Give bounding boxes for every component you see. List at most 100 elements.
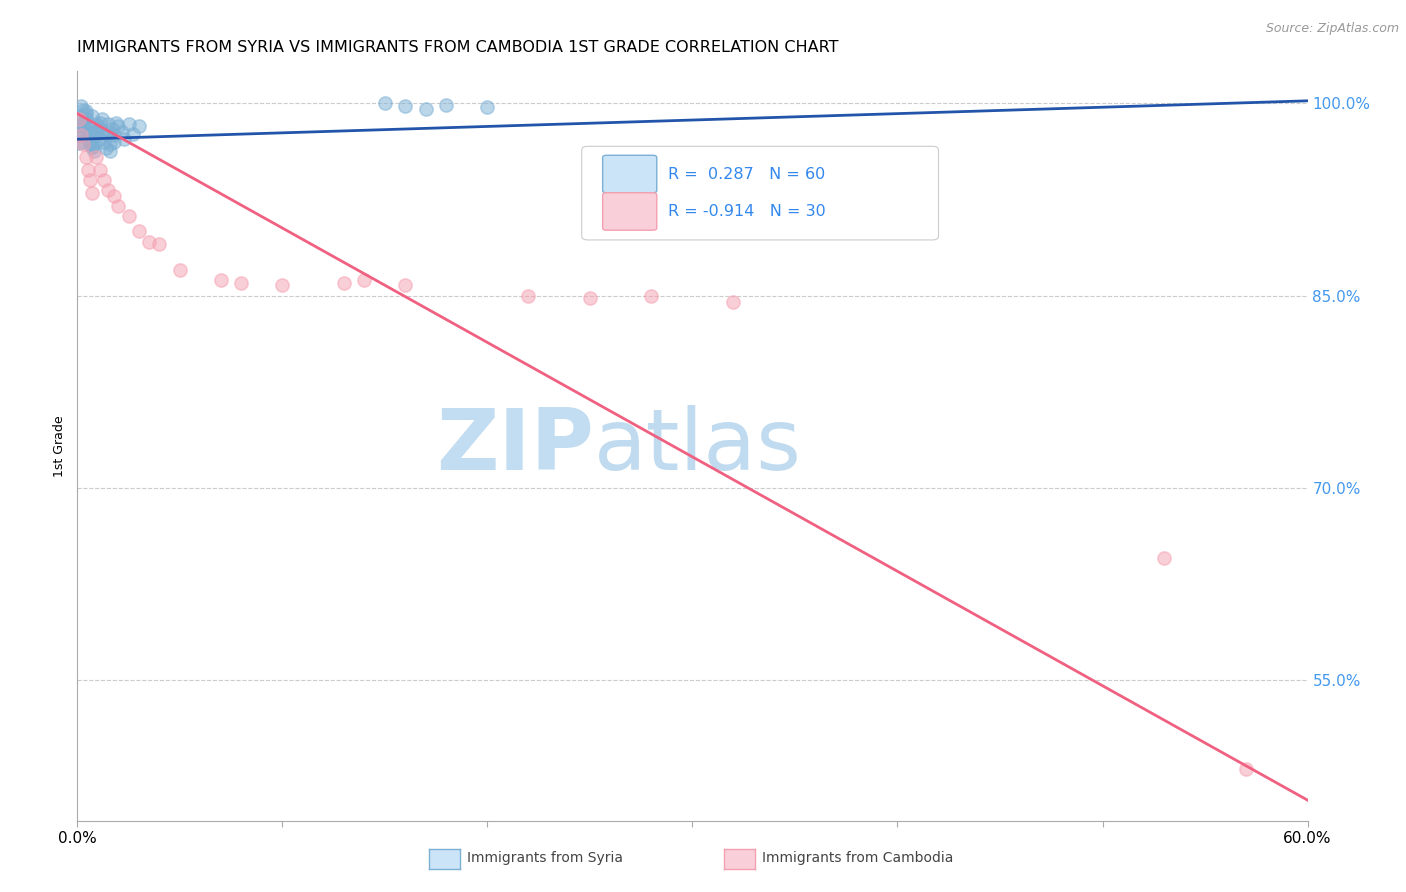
Point (75, 112, 97, 126)
Text: Source: ZipAtlas.com: Source: ZipAtlas.com (1265, 22, 1399, 36)
Point (111, 124, 134, 138)
Point (121, 127, 143, 141)
FancyBboxPatch shape (603, 155, 657, 193)
Point (72, 118, 94, 132)
Point (75, 104, 97, 119)
Point (117, 117, 139, 131)
Point (87, 120, 110, 134)
Point (517, 288, 540, 302)
Point (93, 135, 115, 149)
Point (72, 135, 94, 149)
Point (70, 99, 93, 113)
Point (353, 273, 375, 287)
Point (103, 188, 125, 202)
Point (72, 103, 94, 117)
Point (579, 291, 602, 305)
Point (89, 163, 111, 178)
FancyBboxPatch shape (603, 193, 657, 230)
Point (209, 273, 232, 287)
Point (97, 124, 120, 138)
Text: atlas: atlas (595, 404, 801, 488)
Point (79, 173, 101, 187)
FancyBboxPatch shape (582, 146, 939, 240)
Point (87, 122, 110, 136)
Point (67, 112, 90, 126)
Point (70, 128, 93, 143)
Point (83, 144, 105, 158)
Text: ZIP: ZIP (436, 404, 595, 488)
Point (94, 141, 117, 155)
Point (271, 278, 294, 293)
Point (79, 132, 101, 146)
Point (72, 127, 94, 141)
Point (97, 184, 120, 198)
Point (76, 163, 98, 178)
Point (75, 112, 97, 126)
Point (101, 122, 124, 136)
Point (97, 117, 120, 131)
Point (231, 276, 253, 290)
Point (103, 128, 125, 143)
Point (70, 115, 93, 129)
Point (76, 132, 98, 146)
Point (98, 144, 121, 158)
Point (148, 237, 170, 252)
Point (83, 136, 105, 150)
Point (76, 124, 98, 138)
Point (67, 122, 90, 136)
Point (94, 127, 117, 141)
Point (72, 137, 94, 152)
Point (80, 186, 103, 200)
Point (105, 115, 128, 129)
Point (90, 124, 114, 138)
Point (75, 106, 97, 120)
Point (93, 173, 115, 187)
Point (80, 140, 103, 154)
Point (103, 135, 125, 149)
Point (72, 120, 94, 134)
Point (394, 278, 416, 293)
Point (80, 140, 103, 154)
Point (415, 102, 437, 116)
Point (89, 132, 111, 146)
Y-axis label: 1st Grade: 1st Grade (53, 415, 66, 477)
Point (138, 235, 160, 249)
Point (114, 132, 136, 146)
Point (394, 99, 416, 113)
Point (333, 276, 356, 290)
Point (79, 137, 101, 152)
Point (89, 115, 111, 129)
Point (98, 137, 121, 152)
Text: Immigrants from Cambodia: Immigrants from Cambodia (762, 851, 953, 865)
Text: R =  0.287   N = 60: R = 0.287 N = 60 (668, 167, 825, 181)
Point (90, 112, 114, 126)
Point (70, 128, 93, 143)
Point (107, 120, 129, 134)
Point (75, 150, 97, 164)
Point (80, 109, 103, 123)
Point (436, 97, 458, 112)
Point (67, 109, 90, 123)
Text: R = -0.914   N = 30: R = -0.914 N = 30 (668, 204, 825, 219)
Point (169, 263, 191, 277)
Point (477, 100, 499, 114)
Point (84, 150, 107, 164)
Point (1234, 763, 1257, 777)
Point (374, 96, 396, 111)
Point (70, 118, 93, 132)
Point (84, 117, 107, 131)
Point (117, 209, 139, 223)
Point (84, 128, 107, 143)
Text: IMMIGRANTS FROM SYRIA VS IMMIGRANTS FROM CAMBODIA 1ST GRADE CORRELATION CHART: IMMIGRANTS FROM SYRIA VS IMMIGRANTS FROM… (77, 40, 839, 55)
Point (640, 288, 662, 302)
Point (128, 224, 150, 238)
Point (76, 124, 98, 138)
Point (67, 136, 90, 150)
Point (107, 199, 129, 213)
Point (83, 124, 105, 138)
Point (128, 120, 150, 134)
Point (79, 124, 101, 138)
Point (76, 127, 98, 141)
Point (723, 294, 745, 309)
Point (79, 137, 101, 152)
